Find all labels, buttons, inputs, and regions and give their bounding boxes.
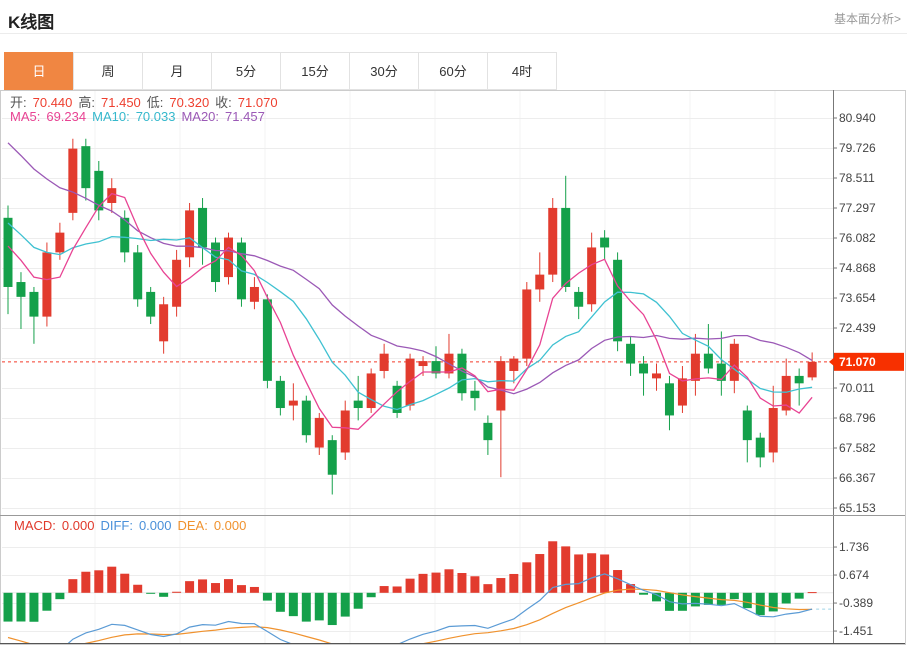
period-tab-month[interactable]: 月 [142,52,212,90]
candles-layer [2,138,832,495]
diff-line [67,573,813,643]
price-axis: 80.940 79.726 78.511 77.297 76.082 74.868 73.6… [0,90,905,644]
fundamental-analysis-link[interactable]: 基本面分析> [833,12,901,26]
svg-text:-1.451: -1.451 [839,624,873,638]
page-header: K线图 基本面分析> [0,0,907,34]
svg-text:76.082: 76.082 [839,231,876,245]
period-tabs: 日周月 5分 15分 30分 60分 4时 [4,52,557,90]
svg-text:68.796: 68.796 [839,411,876,425]
svg-text:78.511: 78.511 [839,171,875,185]
period-tab-15min[interactable]: 15分 [280,52,350,90]
page-title: K线图 [8,13,55,32]
svg-text:65.153: 65.153 [839,501,876,515]
period-tab-4hour[interactable]: 4时 [487,52,557,90]
period-tab-30min[interactable]: 30分 [349,52,419,90]
svg-text:73.654: 73.654 [839,291,876,305]
svg-text:1.736: 1.736 [839,540,869,554]
svg-text:-0.389: -0.389 [839,596,873,610]
svg-text:74.868: 74.868 [839,261,876,275]
macd-layer [3,541,832,643]
dea-line [7,588,813,643]
badge-price-text: 71.070 [839,355,876,369]
period-tab-5min[interactable]: 5分 [211,52,281,90]
ma5-line [7,192,813,430]
svg-text:67.582: 67.582 [839,441,876,455]
svg-text:72.439: 72.439 [839,321,876,335]
badge-arrow [829,356,835,367]
svg-text:79.726: 79.726 [839,141,876,155]
svg-text:0.674: 0.674 [839,568,869,582]
svg-text:70.011: 70.011 [839,381,875,395]
period-tab-60min[interactable]: 60分 [418,52,488,90]
period-tab-week[interactable]: 周 [73,52,143,90]
svg-text:66.367: 66.367 [839,471,876,485]
svg-text:80.940: 80.940 [839,111,876,125]
period-tab-day[interactable]: 日 [4,52,74,90]
current-price-badge: 71.070 [829,352,904,371]
ma10-line [7,222,813,411]
svg-text:77.297: 77.297 [839,201,876,215]
ma20-line [7,142,813,395]
